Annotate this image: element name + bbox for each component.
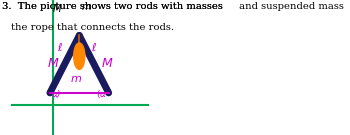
Text: $\ell$: $\ell$ <box>57 41 63 53</box>
Text: 3.  The picture shows two rods with masses: 3. The picture shows two rods with masse… <box>2 2 226 11</box>
Text: $m$: $m$ <box>81 2 92 12</box>
Text: the rope that connects the rods.: the rope that connects the rods. <box>11 23 174 32</box>
Text: $m$: $m$ <box>70 74 82 84</box>
Text: $M$: $M$ <box>47 57 59 70</box>
Ellipse shape <box>74 43 85 69</box>
Text: $M$: $M$ <box>101 57 113 70</box>
Text: $\ell$: $\ell$ <box>91 41 97 53</box>
Text: $\alpha$): $\alpha$) <box>51 88 62 100</box>
Text: $M$: $M$ <box>52 2 63 14</box>
Text: 3.  The picture shows two rods with masses       and suspended mass    .  Calcul: 3. The picture shows two rods with masse… <box>2 2 350 11</box>
Text: $(\alpha$: $(\alpha$ <box>96 88 107 100</box>
